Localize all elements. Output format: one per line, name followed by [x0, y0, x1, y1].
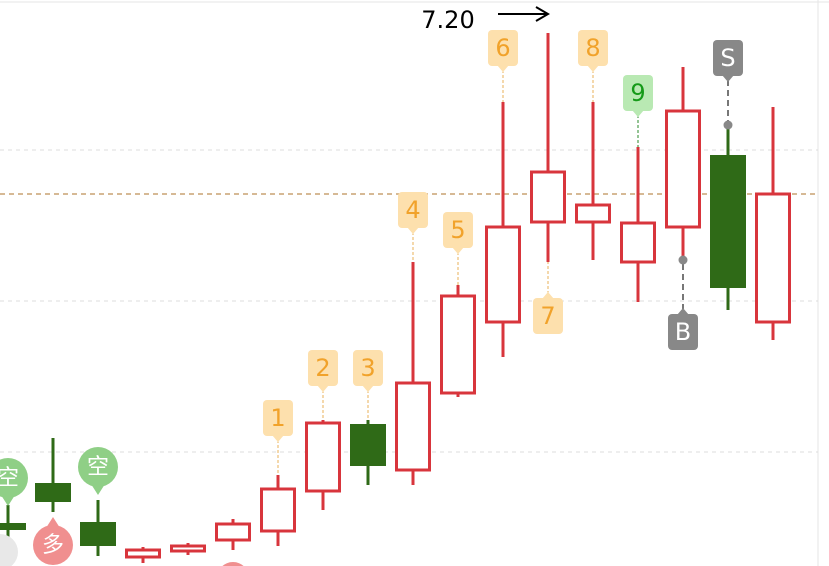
annotation-dot [723, 120, 733, 130]
annotation-label: 1 [270, 404, 285, 432]
annotation-badge [308, 350, 338, 386]
annotation-label: 3 [360, 354, 375, 382]
annotation-badge-tip [272, 435, 284, 442]
candle-body [530, 170, 566, 224]
annotation-badge [443, 212, 473, 248]
candle-body [710, 155, 746, 288]
annotation-badge-tip [362, 385, 374, 392]
annotation-label: S [720, 44, 735, 72]
annotation-badge-tip [317, 385, 329, 392]
annotation-badge-tip [722, 75, 734, 82]
candle-body [80, 522, 116, 546]
signal-label: 多 [42, 533, 64, 558]
candle-body [215, 522, 251, 542]
candle-body [170, 544, 206, 553]
signal-bubble [78, 447, 118, 487]
candle-body [440, 294, 476, 395]
candle-body [305, 421, 341, 493]
annotation-badge [263, 400, 293, 436]
candle-body [0, 523, 26, 530]
annotation-label: 6 [495, 34, 510, 62]
candle-body [665, 109, 701, 229]
annotation-badge [398, 192, 428, 228]
annotation-label: 2 [315, 354, 330, 382]
annotation-badge [353, 350, 383, 386]
candle-body [35, 483, 71, 502]
signal-bubble-tip [91, 484, 105, 495]
annotation-badge [488, 30, 518, 66]
candle-body [260, 487, 296, 533]
candle-body [125, 548, 161, 559]
annotation-label: 7 [540, 302, 555, 330]
annotation-label: 4 [405, 196, 420, 224]
annotation-badge-tip [452, 247, 464, 254]
annotation-label: 5 [450, 216, 465, 244]
signal-label: 空 [87, 455, 109, 480]
annotation-label: 9 [630, 79, 645, 107]
annotation-badge-tip [497, 65, 509, 72]
signal-bubble-tip [1, 495, 15, 506]
annotation-badge-tip [407, 227, 419, 234]
high-arrow-head [535, 6, 550, 22]
annotation-badge [668, 314, 698, 350]
signal-bubble [33, 525, 73, 565]
candle-body [395, 381, 431, 472]
annotation-badge [533, 298, 563, 334]
annotation-label: 8 [585, 34, 600, 62]
annotation-badge-tip [677, 308, 689, 315]
signal-bubble [0, 458, 28, 498]
annotation-badge-tip [632, 110, 644, 117]
annotation-badge [623, 75, 653, 111]
candle-body [350, 424, 386, 466]
candle-body [755, 192, 791, 324]
partial-button [0, 534, 18, 566]
annotation-badge [578, 30, 608, 66]
annotation-dot [678, 255, 688, 265]
annotation-badge [713, 40, 743, 76]
partial-bubble [222, 562, 244, 566]
candle-body [485, 225, 521, 324]
signal-bubble-tip [46, 517, 60, 528]
high-label: 7.20 [421, 6, 474, 34]
candle-body [620, 221, 656, 264]
annotation-label: B [675, 318, 691, 346]
annotation-badge-tip [587, 65, 599, 72]
annotation-badge-tip [542, 292, 554, 299]
signal-label: 空 [0, 466, 19, 491]
candle-body [575, 203, 611, 224]
